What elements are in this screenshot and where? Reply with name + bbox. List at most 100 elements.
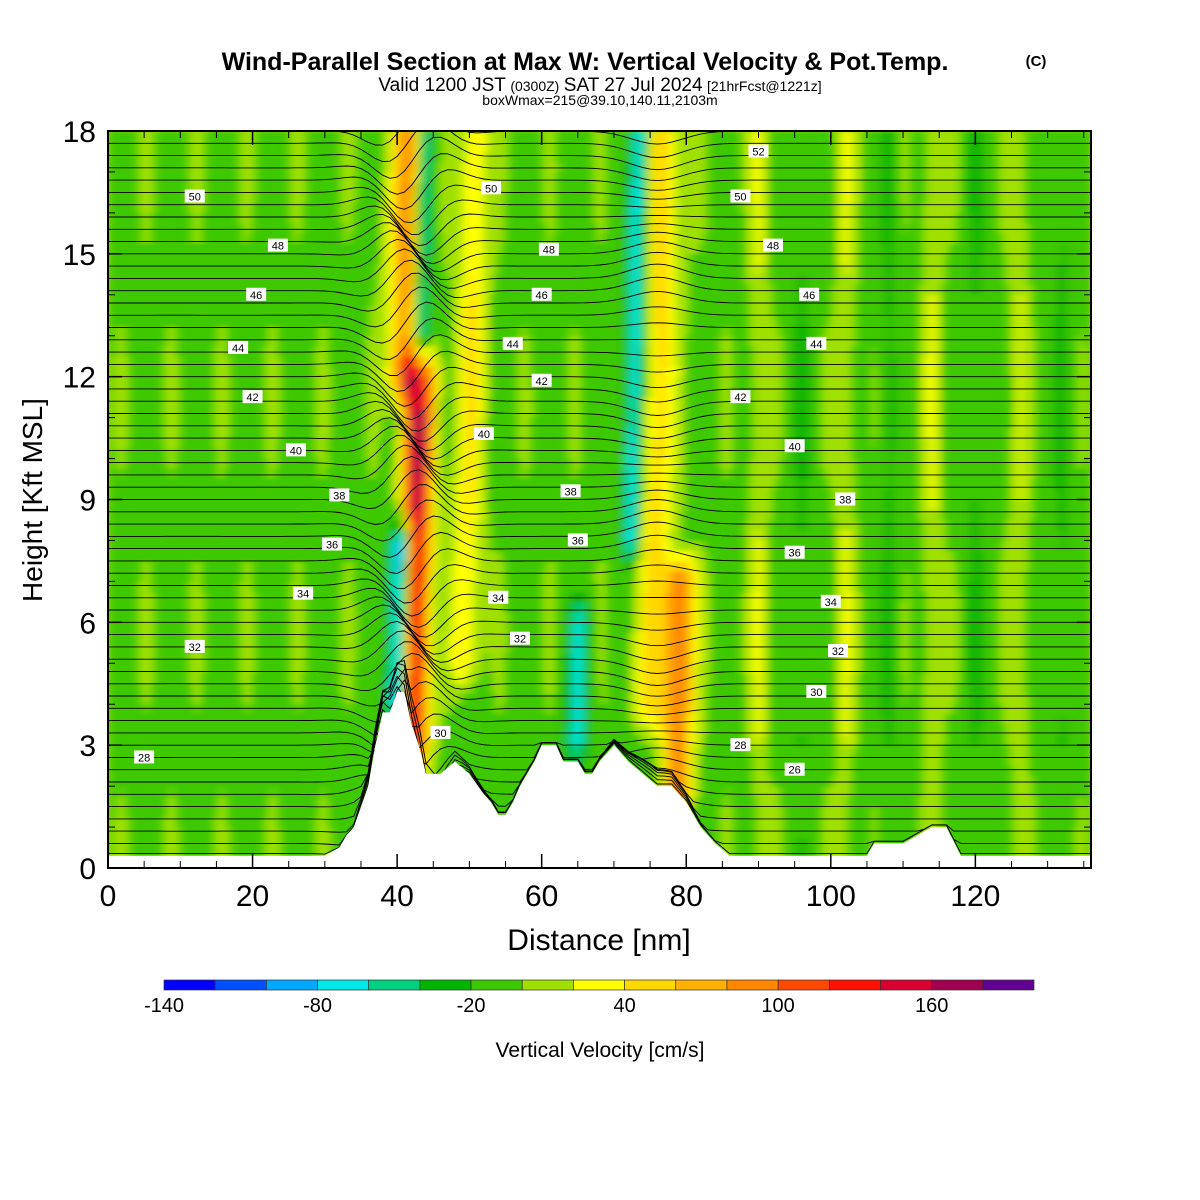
velocity-cell xyxy=(136,530,142,542)
velocity-cell xyxy=(115,765,120,777)
velocity-cell xyxy=(270,775,275,787)
velocity-cell xyxy=(299,734,304,746)
velocity-cell xyxy=(339,560,344,572)
velocity-cell xyxy=(353,560,358,572)
velocity-cell xyxy=(339,468,344,480)
velocity-cell xyxy=(277,796,283,808)
velocity-cell xyxy=(111,550,116,562)
velocity-cell xyxy=(194,806,199,818)
velocity-cell xyxy=(216,294,221,306)
velocity-cell xyxy=(176,151,181,163)
velocity-cell xyxy=(263,612,268,623)
velocity-cell xyxy=(393,335,398,347)
velocity-cell xyxy=(328,796,333,808)
velocity-cell xyxy=(248,417,254,429)
velocity-cell xyxy=(230,847,236,859)
velocity-cell xyxy=(299,847,304,859)
velocity-cell xyxy=(223,468,228,480)
velocity-cell xyxy=(259,663,265,675)
velocity-cell xyxy=(205,724,210,736)
velocity-cell xyxy=(140,386,145,398)
velocity-cell xyxy=(194,468,199,480)
velocity-cell xyxy=(267,734,272,746)
velocity-cell xyxy=(209,489,214,501)
velocity-cell xyxy=(205,612,210,623)
velocity-cell xyxy=(183,366,189,378)
velocity-cell xyxy=(118,560,124,572)
velocity-cell xyxy=(303,827,308,838)
velocity-cell xyxy=(306,683,311,695)
velocity-cell xyxy=(133,305,138,316)
velocity-cell xyxy=(115,724,120,736)
velocity-cell xyxy=(140,315,145,327)
velocity-cell xyxy=(118,131,124,142)
velocity-cell xyxy=(379,673,384,685)
velocity-cell xyxy=(400,233,405,245)
velocity-cell xyxy=(216,755,221,767)
velocity-cell xyxy=(270,560,275,572)
velocity-cell xyxy=(129,448,134,460)
velocity-cell xyxy=(140,427,145,439)
velocity-cell xyxy=(389,438,395,449)
velocity-cell xyxy=(364,581,369,593)
velocity-cell xyxy=(259,519,265,531)
velocity-cell xyxy=(187,704,192,716)
velocity-cell xyxy=(115,223,120,234)
velocity-cell xyxy=(256,335,261,347)
velocity-cell xyxy=(267,161,272,173)
velocity-cell xyxy=(404,489,409,501)
velocity-cell xyxy=(108,540,113,552)
velocity-cell xyxy=(324,305,330,316)
velocity-cell xyxy=(144,417,149,429)
velocity-cell xyxy=(281,489,286,501)
velocity-cell xyxy=(360,479,366,490)
velocity-cell xyxy=(371,550,377,562)
velocity-cell xyxy=(324,612,330,623)
velocity-cell xyxy=(180,192,185,204)
velocity-cell xyxy=(256,622,261,634)
velocity-cell xyxy=(364,499,369,511)
velocity-cell xyxy=(133,775,138,787)
velocity-cell xyxy=(303,673,308,685)
velocity-cell xyxy=(118,305,124,316)
velocity-cell xyxy=(173,499,178,511)
velocity-cell xyxy=(144,806,149,818)
velocity-cell xyxy=(303,499,308,511)
velocity-cell xyxy=(154,806,160,818)
velocity-cell xyxy=(191,407,196,419)
velocity-cell xyxy=(285,386,290,398)
velocity-cell xyxy=(115,294,120,306)
velocity-cell xyxy=(158,335,163,347)
velocity-cell xyxy=(227,284,232,296)
velocity-cell xyxy=(252,427,257,439)
velocity-cell xyxy=(350,233,355,245)
velocity-cell xyxy=(118,591,124,603)
velocity-cell xyxy=(324,253,330,265)
velocity-cell xyxy=(154,653,160,664)
velocity-cell xyxy=(133,479,138,490)
velocity-cell xyxy=(270,724,275,736)
velocity-cell xyxy=(386,653,391,664)
velocity-cell xyxy=(317,786,322,797)
velocity-cell xyxy=(209,540,214,552)
velocity-cell xyxy=(400,489,405,501)
velocity-cell xyxy=(292,356,297,368)
velocity-cell xyxy=(292,796,297,808)
velocity-cell xyxy=(342,734,348,746)
velocity-cell xyxy=(201,765,207,777)
velocity-cell xyxy=(176,591,181,603)
velocity-cell xyxy=(292,407,297,419)
velocity-cell xyxy=(299,427,304,439)
velocity-cell xyxy=(108,335,113,347)
velocity-cell xyxy=(147,540,152,552)
velocity-cell xyxy=(397,264,402,275)
velocity-cell xyxy=(122,734,127,746)
velocity-cell xyxy=(212,745,218,757)
velocity-cell xyxy=(154,786,160,797)
velocity-cell xyxy=(415,663,420,675)
velocity-cell xyxy=(281,560,286,572)
velocity-cell xyxy=(321,305,326,316)
velocity-cell xyxy=(357,305,362,316)
velocity-cell xyxy=(234,366,239,378)
velocity-cell xyxy=(245,325,250,337)
